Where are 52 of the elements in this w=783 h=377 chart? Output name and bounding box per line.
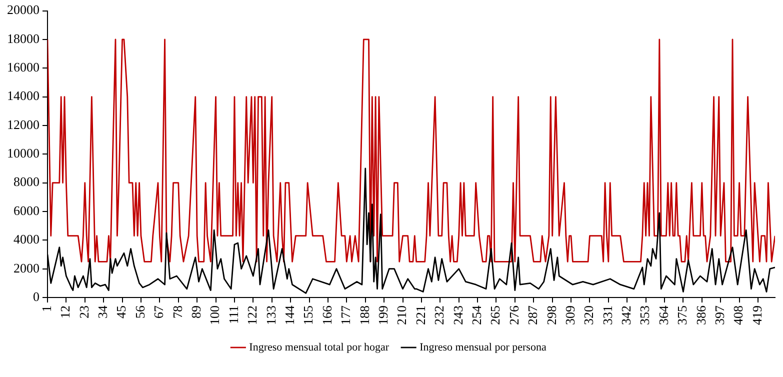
x-tick-label: 177 <box>338 305 354 325</box>
x-tick-label: 397 <box>712 305 728 325</box>
x-tick-label: 298 <box>544 306 559 325</box>
x-tick-label: 100 <box>207 306 222 325</box>
x-tick-label: 331 <box>600 306 615 325</box>
legend-label: Ingreso mensual por persona <box>420 341 546 354</box>
y-tick-label: 18000 <box>7 30 40 46</box>
x-tick-label: 199 <box>375 306 390 325</box>
x-tick-label: 210 <box>394 306 410 325</box>
x-tick-label: 45 <box>114 306 129 318</box>
y-tick-label: 14000 <box>7 88 40 104</box>
y-tick-label: 12000 <box>7 116 40 132</box>
y-tick-label: 4000 <box>14 232 40 247</box>
x-tick-label: 122 <box>244 306 260 325</box>
y-tick-label: 10000 <box>7 146 40 161</box>
y-tick-label: 0 <box>33 288 40 304</box>
x-tick-label: 111 <box>226 306 241 324</box>
x-tick-label: 232 <box>432 306 447 325</box>
y-tick-label: 20000 <box>7 2 40 18</box>
x-tick-label: 386 <box>693 305 708 325</box>
x-tick-label: 254 <box>468 305 484 325</box>
x-tick-label: 155 <box>300 306 316 325</box>
x-tick-label: 34 <box>95 305 110 318</box>
x-tick-label: 342 <box>618 306 634 325</box>
x-tick-label: 144 <box>282 305 297 325</box>
x-tick-label: 243 <box>450 306 466 325</box>
x-tick-label: 56 <box>132 305 148 318</box>
legend-label: Ingreso mensual total por hogar <box>249 341 390 354</box>
x-tick-label: 265 <box>488 306 503 325</box>
x-tick-label: 309 <box>562 306 578 325</box>
y-tick-label: 16000 <box>7 60 40 75</box>
x-tick-label: 364 <box>656 305 671 325</box>
x-tick-label: 287 <box>525 305 540 325</box>
x-tick-label: 23 <box>76 306 92 318</box>
y-tick-label: 6000 <box>14 202 40 218</box>
x-tick-label: 1 <box>38 306 54 312</box>
x-tick-label: 221 <box>412 306 428 325</box>
x-tick-label: 78 <box>170 306 185 318</box>
x-tick-label: 12 <box>58 306 73 318</box>
y-tick-label: 8000 <box>14 174 40 190</box>
x-tick-label: 166 <box>319 305 334 325</box>
x-tick-label: 89 <box>188 306 204 318</box>
x-tick-label: 276 <box>506 305 522 325</box>
x-tick-label: 67 <box>151 305 166 318</box>
x-tick-label: 375 <box>674 306 690 325</box>
x-tick-label: 188 <box>356 306 372 325</box>
y-tick-label: 2000 <box>14 260 40 276</box>
x-tick-label: 419 <box>749 306 764 325</box>
x-tick-label: 320 <box>581 306 596 325</box>
x-tick-label: 353 <box>637 306 652 325</box>
x-tick-label: 408 <box>730 306 746 325</box>
x-tick-label: 133 <box>263 306 278 325</box>
